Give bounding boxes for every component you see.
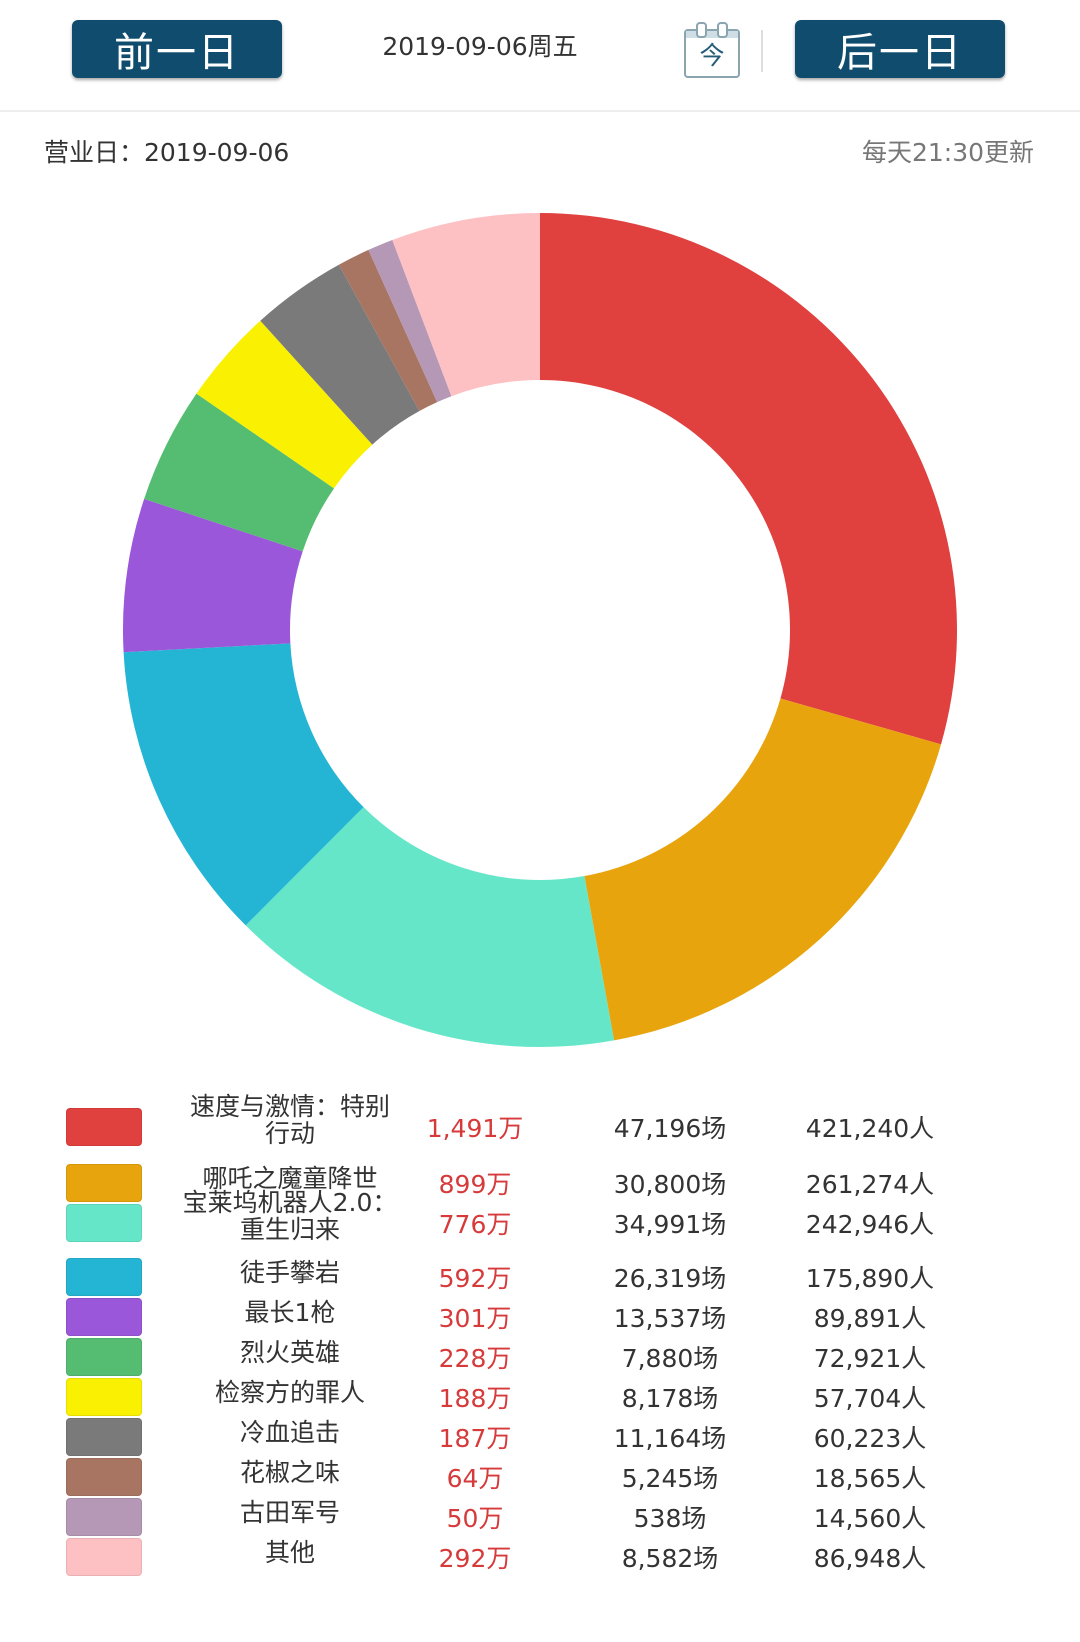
legend-box-office: 188万 — [438, 1384, 512, 1413]
donut-slice-6[interactable] — [196, 320, 373, 489]
legend-movie-name: 徒手攀岩 — [239, 1258, 340, 1287]
donut-slice-1[interactable] — [584, 698, 942, 1041]
next-day-button[interactable]: 后一日 — [795, 20, 1005, 78]
legend-swatch — [66, 1378, 142, 1416]
legend-movie-name: 冷血追击 — [239, 1418, 340, 1447]
legend-box-office: 899万 — [438, 1170, 512, 1199]
legend-swatch — [66, 1418, 142, 1456]
calendar-ring-right — [717, 22, 728, 38]
legend-movie-name: 其他 — [264, 1538, 315, 1567]
legend-admissions: 72,921人 — [813, 1344, 927, 1373]
legend-row[interactable]: 最长1枪 301万 13,537场 89,891人 — [0, 1295, 1080, 1336]
legend-admissions: 86,948人 — [813, 1544, 927, 1573]
legend-shows: 34,991场 — [613, 1210, 727, 1239]
legend-movie-name: 烈火英雄 — [239, 1338, 340, 1367]
legend-box-office: 64万 — [446, 1464, 504, 1493]
calendar-ring-left — [696, 22, 707, 38]
legend-row[interactable]: 花椒之味 64万 5,245场 18,565人 — [0, 1455, 1080, 1496]
legend-shows: 11,164场 — [613, 1424, 727, 1453]
donut-slice-3[interactable] — [123, 643, 364, 926]
donut-slice-10[interactable] — [392, 213, 540, 397]
donut-slice-2[interactable] — [245, 807, 615, 1047]
donut-slice-7[interactable] — [260, 264, 420, 445]
legend-admissions: 14,560人 — [813, 1504, 927, 1533]
legend-swatch — [66, 1164, 142, 1202]
legend-row[interactable]: 速度与激情：特别行动 1,491万 47,196场 421,240人 — [0, 1093, 1080, 1147]
legend-swatch — [66, 1108, 142, 1146]
legend-box-office: 301万 — [438, 1304, 512, 1333]
legend-swatch — [66, 1458, 142, 1496]
donut-slice-5[interactable] — [144, 393, 335, 552]
legend-swatch — [66, 1538, 142, 1576]
legend-box-office: 187万 — [438, 1424, 512, 1453]
legend-swatch — [66, 1204, 142, 1242]
box-office-donut-chart — [123, 213, 958, 1047]
calendar-body: 今 — [684, 29, 740, 78]
legend-shows: 8,178场 — [621, 1384, 719, 1413]
legend-row[interactable]: 冷血追击 187万 11,164场 60,223人 — [0, 1415, 1080, 1456]
legend-shows: 7,880场 — [621, 1344, 719, 1373]
toolbar-divider — [761, 30, 763, 72]
legend-movie-name: 速度与激情：特别行动 — [189, 1092, 390, 1148]
legend-swatch — [66, 1498, 142, 1536]
legend-admissions: 242,946人 — [805, 1210, 935, 1239]
legend-shows: 13,537场 — [613, 1304, 727, 1333]
legend-swatch — [66, 1298, 142, 1336]
legend-movie-name: 宝莱坞机器人2.0：重生归来 — [182, 1188, 398, 1244]
legend-box-office: 1,491万 — [426, 1114, 524, 1143]
legend-box-office: 228万 — [438, 1344, 512, 1373]
legend-movie-name: 古田军号 — [239, 1498, 340, 1527]
top-toolbar: 前一日 2019-09-06周五 今 后一日 — [0, 0, 1080, 112]
update-time-note: 每天21:30更新 — [861, 138, 1034, 167]
legend-box-office: 292万 — [438, 1544, 512, 1573]
legend-box-office: 776万 — [438, 1210, 512, 1239]
legend-shows: 5,245场 — [621, 1464, 719, 1493]
legend-row[interactable]: 检察方的罪人 188万 8,178场 57,704人 — [0, 1375, 1080, 1416]
legend-admissions: 57,704人 — [813, 1384, 927, 1413]
legend-admissions: 261,274人 — [805, 1170, 935, 1199]
legend-admissions: 89,891人 — [813, 1304, 927, 1333]
legend-row[interactable]: 烈火英雄 228万 7,880场 72,921人 — [0, 1335, 1080, 1376]
legend-row[interactable]: 哪吒之魔童降世 899万 30,800场 261,274人 — [0, 1161, 1080, 1202]
previous-day-button[interactable]: 前一日 — [72, 20, 282, 78]
donut-slice-8[interactable] — [338, 249, 438, 412]
legend-box-office: 50万 — [446, 1504, 504, 1533]
legend-row[interactable]: 宝莱坞机器人2.0：重生归来 776万 34,991场 242,946人 — [0, 1189, 1080, 1243]
legend-shows: 47,196场 — [613, 1114, 727, 1143]
calendar-header-band — [686, 31, 738, 38]
legend-admissions: 421,240人 — [805, 1114, 935, 1143]
legend-box-office: 592万 — [438, 1264, 512, 1293]
legend-admissions: 175,890人 — [805, 1264, 935, 1293]
legend-movie-name: 最长1枪 — [244, 1298, 336, 1327]
business-day-label: 营业日：2019-09-06 — [44, 138, 290, 167]
legend-movie-name: 哪吒之魔童降世 — [202, 1164, 378, 1193]
legend-row[interactable]: 古田军号 50万 538场 14,560人 — [0, 1495, 1080, 1536]
legend-shows: 26,319场 — [613, 1264, 727, 1293]
legend-swatch — [66, 1338, 142, 1376]
legend-row[interactable]: 徒手攀岩 592万 26,319场 175,890人 — [0, 1255, 1080, 1296]
legend-movie-name: 检察方的罪人 — [214, 1378, 365, 1407]
donut-slice-0[interactable] — [540, 213, 958, 745]
donut-slice-4[interactable] — [123, 498, 303, 653]
legend-shows: 538场 — [633, 1504, 707, 1533]
legend-shows: 30,800场 — [613, 1170, 727, 1199]
legend-admissions: 60,223人 — [813, 1424, 927, 1453]
legend-shows: 8,582场 — [621, 1544, 719, 1573]
legend-admissions: 18,565人 — [813, 1464, 927, 1493]
legend-movie-name: 花椒之味 — [239, 1458, 340, 1487]
legend-row[interactable]: 其他 292万 8,582场 86,948人 — [0, 1535, 1080, 1576]
legend-swatch — [66, 1258, 142, 1296]
calendar-today-icon[interactable]: 今 — [684, 22, 740, 78]
current-date[interactable]: 2019-09-06周五 — [382, 32, 578, 61]
donut-slice-9[interactable] — [368, 240, 452, 403]
calendar-today-label: 今 — [699, 41, 725, 70]
